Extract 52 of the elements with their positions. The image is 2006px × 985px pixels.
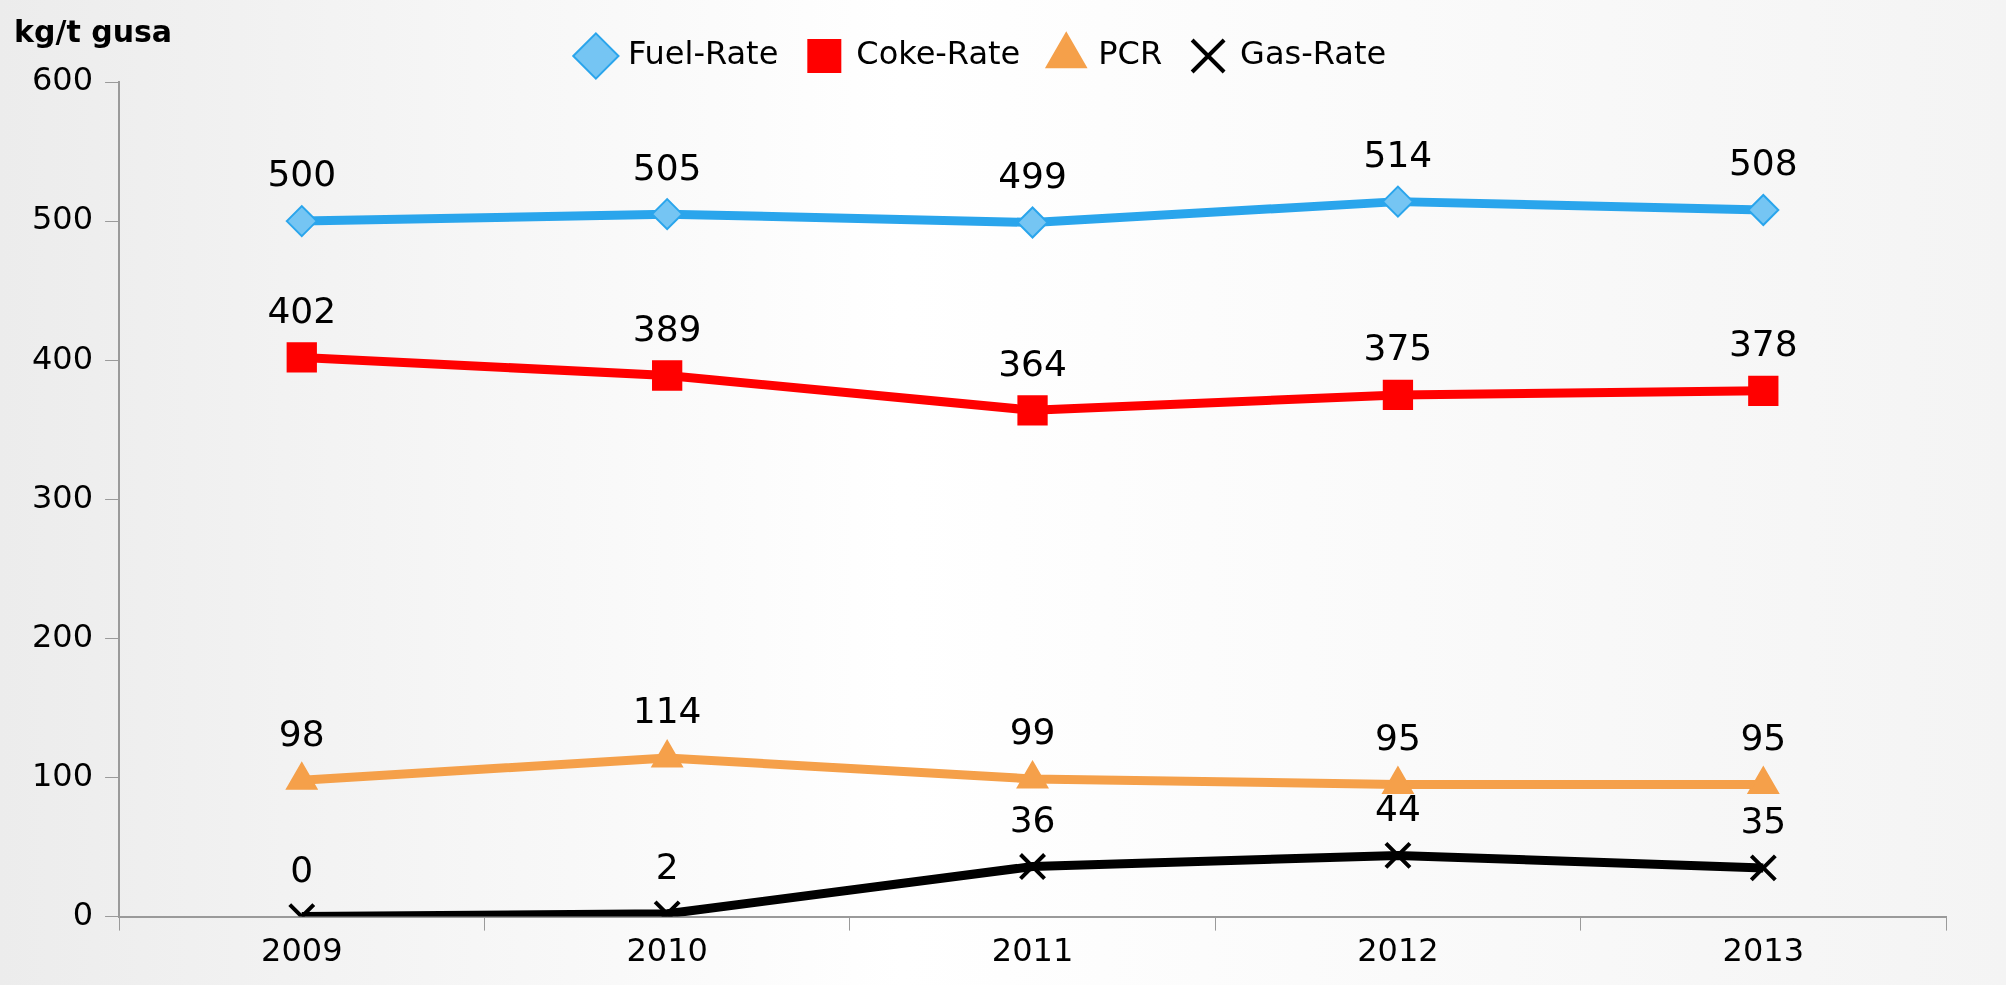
point — [1017, 395, 1048, 426]
point — [285, 205, 318, 238]
point — [652, 360, 683, 391]
data-label: 99 — [1009, 711, 1056, 753]
y-tick-label: 600 — [32, 60, 94, 99]
point — [1016, 206, 1049, 239]
data-label: 0 — [290, 848, 314, 890]
data-label: 389 — [632, 307, 702, 349]
data-label: 364 — [998, 342, 1067, 384]
y-axis-title: kg/t gusa — [14, 14, 173, 49]
data-label: 500 — [267, 153, 337, 195]
data-label: 514 — [1363, 133, 1433, 175]
data-label: 378 — [1728, 323, 1798, 365]
x-tick-label: 2010 — [626, 931, 708, 970]
point — [1747, 766, 1780, 794]
y-tick-label: 100 — [32, 755, 94, 794]
x-tick-label: 2009 — [261, 931, 343, 970]
legend-label: Coke-Rate — [856, 34, 1021, 73]
data-label: 375 — [1363, 327, 1433, 369]
point — [651, 740, 683, 768]
data-label: 95 — [1375, 716, 1421, 758]
data-label: 2 — [655, 846, 679, 888]
legend-label: Fuel-Rate — [627, 34, 779, 73]
x-tick-label: 2012 — [1357, 931, 1439, 970]
y-tick-label: 0 — [72, 894, 94, 933]
legend-label: Gas-Rate — [1240, 34, 1387, 73]
data-label: 35 — [1740, 800, 1787, 842]
data-label: 114 — [632, 690, 702, 732]
point — [1748, 375, 1779, 406]
data-label: 36 — [1009, 798, 1056, 840]
data-label: 402 — [267, 289, 337, 331]
y-tick-label: 400 — [32, 338, 94, 377]
x-tick-label: 2011 — [991, 931, 1074, 970]
y-tick-label: 500 — [32, 199, 94, 238]
x-tick-label: 2013 — [1722, 931, 1805, 970]
point — [286, 762, 318, 790]
point — [651, 198, 684, 231]
y-tick-label: 200 — [32, 616, 94, 655]
y-tick-label: 300 — [32, 477, 94, 516]
point — [286, 342, 317, 373]
data-label: 499 — [998, 154, 1067, 196]
point — [1382, 766, 1414, 794]
legend-label: PCR — [1098, 34, 1163, 73]
data-label: 508 — [1728, 142, 1798, 184]
point — [1016, 760, 1049, 789]
data-label: 95 — [1740, 716, 1787, 758]
point — [1382, 379, 1414, 411]
data-label: 98 — [278, 712, 325, 754]
data-label: 44 — [1375, 787, 1421, 829]
point — [1381, 185, 1414, 218]
point — [1747, 193, 1780, 226]
data-label: 505 — [632, 146, 702, 188]
